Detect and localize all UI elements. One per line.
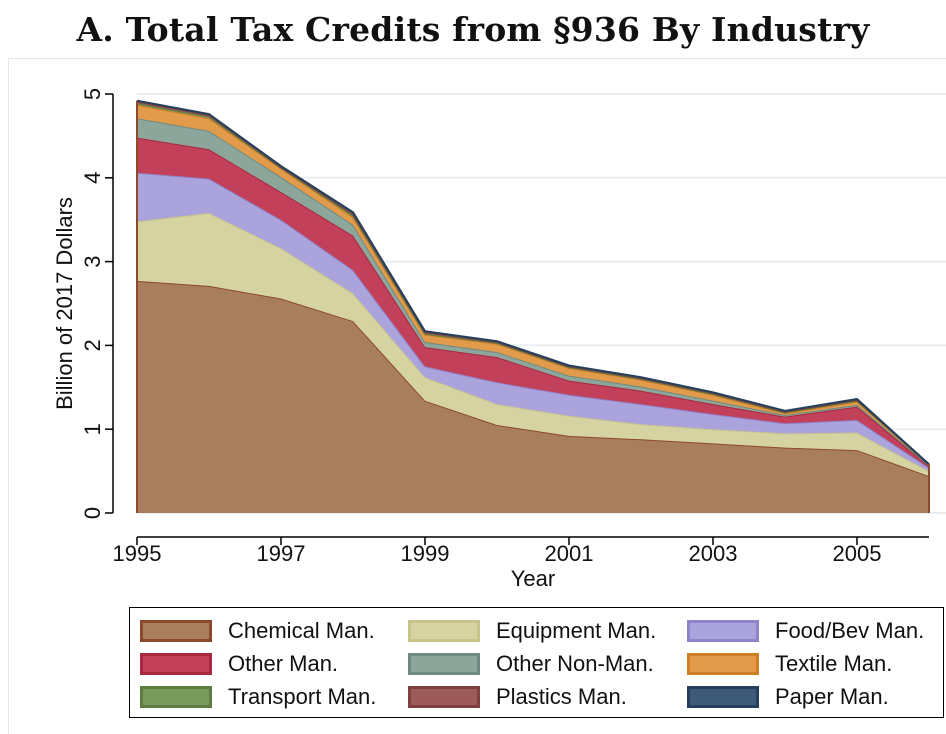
area-food-bev-man [137,172,929,472]
legend-label: Chemical Man. [228,618,375,643]
legend-item: Plastics Man. [408,683,627,711]
legend-label: Plastics Man. [496,684,627,709]
legend-label: Food/Bev Man. [775,618,925,643]
plot-frame [8,58,946,734]
area-edge-8 [136,99,930,466]
x-tick-label: 2001 [545,541,594,566]
legend-item: Transport Man. [140,683,376,711]
legend-swatch [408,620,480,642]
legend-swatch [687,620,759,642]
legend-item: Paper Man. [687,683,889,711]
legend-swatch [408,653,480,675]
legend-label: Other Man. [228,651,339,676]
legend-swatch [140,686,212,708]
legend-item: Other Non-Man. [408,650,654,678]
legend-item: Chemical Man. [140,617,375,645]
legend-item: Other Man. [140,650,338,678]
y-axis-title: Billion of 2017 Dollars [52,197,77,410]
area-chemical-man [137,280,929,513]
legend: Chemical Man. Equipment Man. Food/Bev Man.… [129,607,944,718]
legend-swatch [140,653,212,675]
legend-label: Textile Man. [775,651,893,676]
legend-swatch [408,686,480,708]
y-tick-label: 5 [80,88,105,100]
y-tick-label: 2 [80,339,105,351]
x-axis-title: Year [511,566,555,591]
y-tick-label: 4 [80,172,105,184]
legend-item: Textile Man. [687,650,892,678]
chart-title: A. Total Tax Credits from §936 By Indust… [76,10,870,49]
x-tick-label: 2003 [689,541,738,566]
area-equipment-man [137,213,929,477]
legend-label: Transport Man. [228,684,377,709]
y-tick-label: 3 [80,255,105,267]
legend-swatch [687,653,759,675]
x-tick-label: 2005 [833,541,882,566]
legend-swatch [140,620,212,642]
y-tick-label: 0 [80,507,105,519]
legend-label: Equipment Man. [496,618,657,643]
area-other-man [137,137,929,468]
legend-label: Paper Man. [775,684,889,709]
legend-item: Equipment Man. [408,617,656,645]
area-other-non-man [137,118,929,467]
chart-svg: 0 1 2 3 4 5 1995 1997 1999 2001 2003 2005 Year Billio… [52,88,946,591]
y-tick-label: 1 [80,423,105,435]
legend-label: Other Non-Man. [496,651,654,676]
legend-item: Food/Bev Man. [687,617,924,645]
x-tick-label: 1999 [401,541,450,566]
legend-swatch [687,686,759,708]
x-tick-label: 1995 [113,541,162,566]
x-tick-label: 1997 [257,541,306,566]
